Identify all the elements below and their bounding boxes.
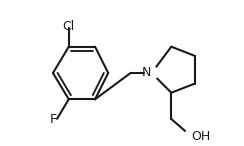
Text: N: N xyxy=(142,66,152,80)
Text: F: F xyxy=(50,113,57,126)
Text: OH: OH xyxy=(191,130,210,143)
Text: Cl: Cl xyxy=(63,20,75,33)
